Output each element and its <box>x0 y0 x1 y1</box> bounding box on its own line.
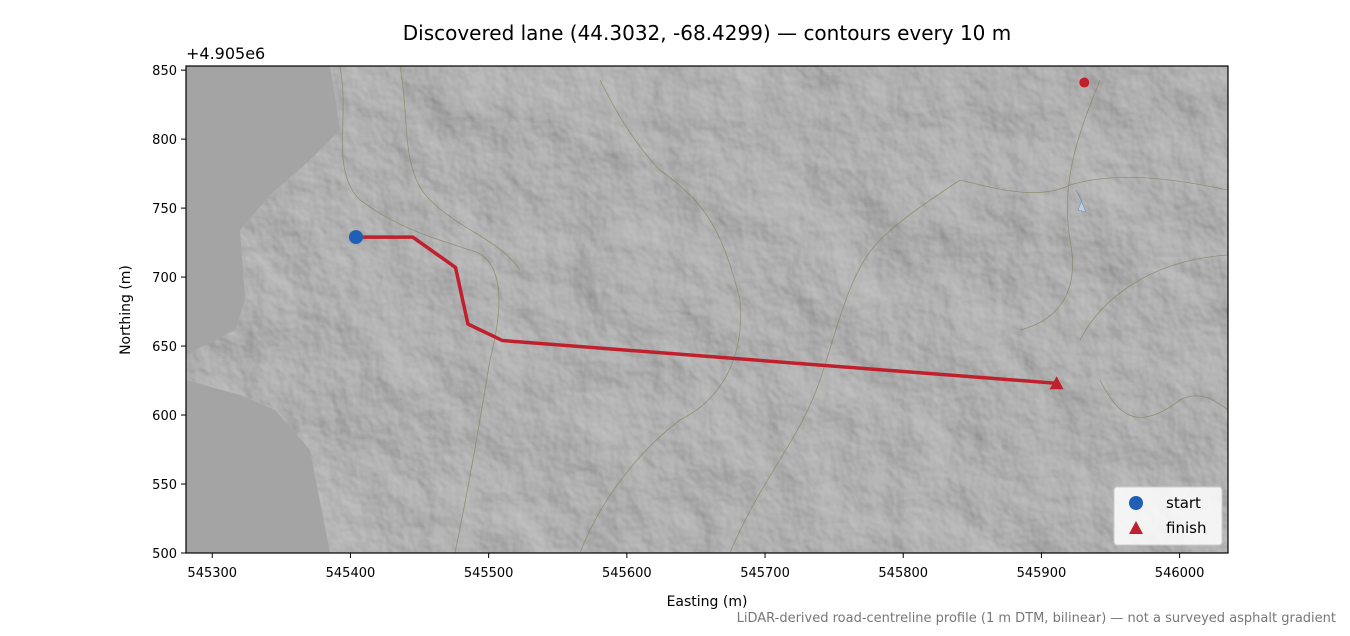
axis-offset: +4.905e6 <box>186 44 265 63</box>
x-tick-label: 545300 <box>187 566 237 581</box>
x-tick-label: 546000 <box>1155 566 1205 581</box>
x-tick-label: 545400 <box>326 566 376 581</box>
chart-title: Discovered lane (44.3032, -68.4299) — co… <box>403 21 1012 45</box>
y-tick-label: 550 <box>152 478 177 493</box>
y-tick-label: 850 <box>152 64 177 79</box>
point <box>1079 77 1090 88</box>
x-tick-label: 545800 <box>878 566 928 581</box>
y-tick-label: 600 <box>152 409 177 424</box>
legend-label: finish <box>1166 519 1206 537</box>
y-tick-label: 500 <box>152 547 177 562</box>
x-tick-label: 545500 <box>464 566 514 581</box>
y-tick-label: 750 <box>152 202 177 217</box>
route-line <box>355 235 1057 386</box>
x-tick-label: 545600 <box>602 566 652 581</box>
y-tick-label: 700 <box>152 271 177 286</box>
y-tick-label: 800 <box>152 133 177 148</box>
legend-symbol <box>1129 496 1143 510</box>
axes-frame <box>185 65 1229 554</box>
marker-1 <box>1049 376 1064 390</box>
legend-symbol <box>1129 521 1143 534</box>
legend-label: start <box>1166 494 1201 512</box>
footnote: LiDAR-derived road-centreline profile (1… <box>737 611 1336 626</box>
x-axis-label: Easting (m) <box>667 594 748 610</box>
x-tick-label: 545900 <box>1017 566 1067 581</box>
x-tick-label: 545700 <box>740 566 790 581</box>
y-tick-label: 650 <box>152 340 177 355</box>
hillshade <box>186 66 1228 553</box>
y-axis-label: Northing (m) <box>118 265 134 355</box>
marker-0 <box>348 230 363 245</box>
